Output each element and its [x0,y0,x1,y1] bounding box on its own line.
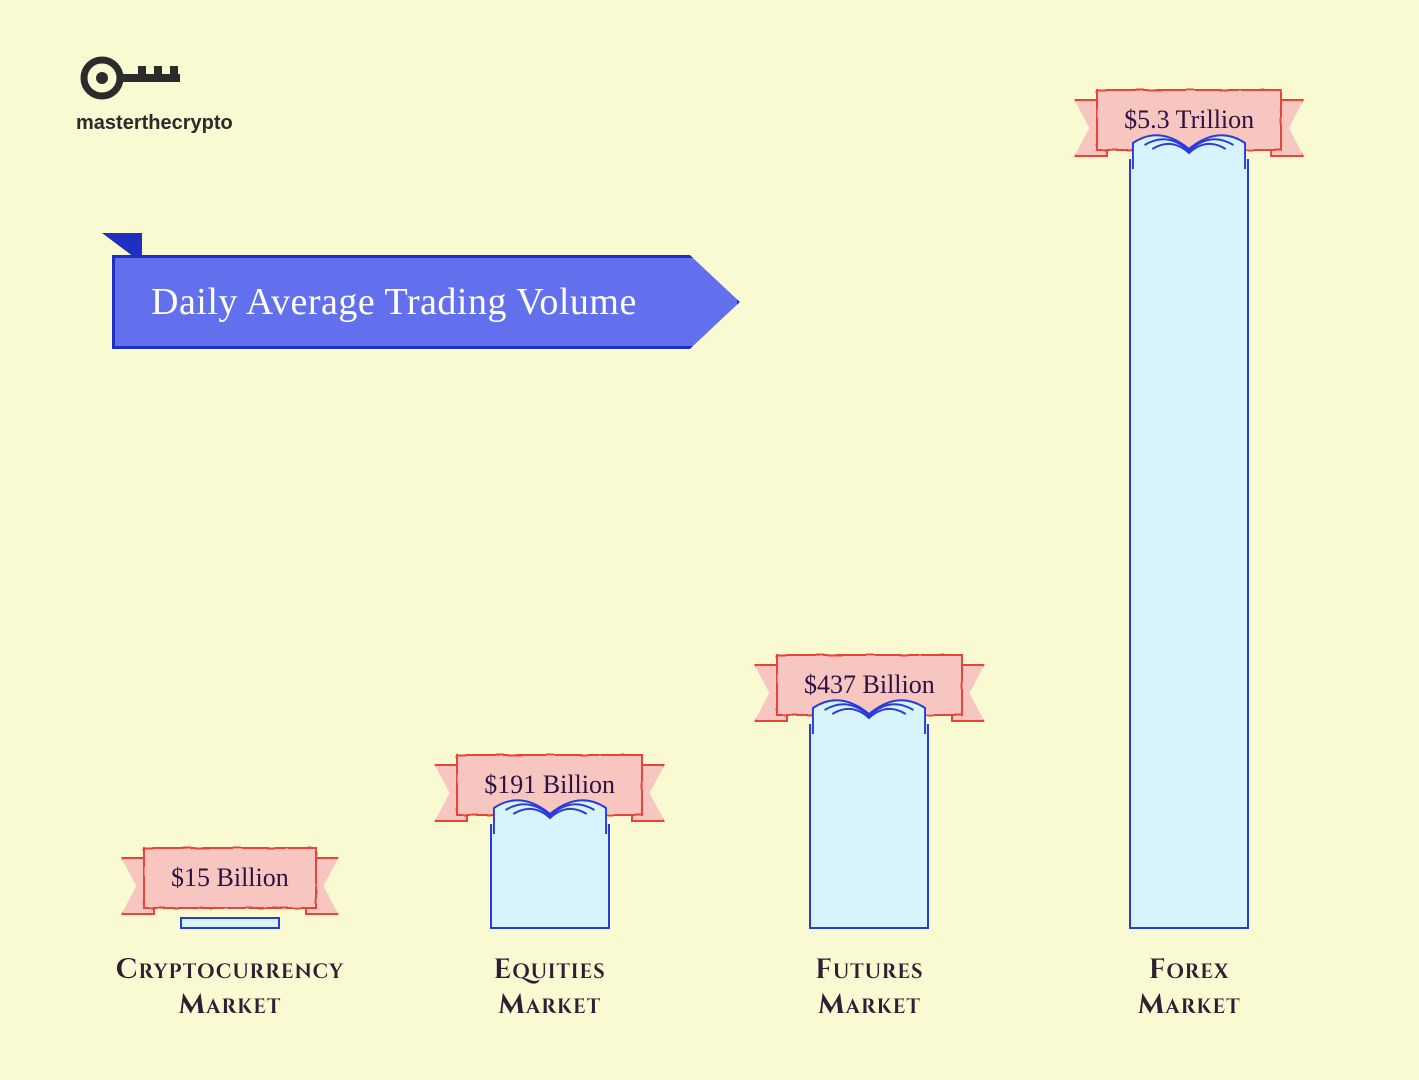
book-icon [492,796,608,836]
book-icon [811,696,927,736]
book-icon [1131,131,1247,171]
x-axis-label: Futures Market [815,951,924,1025]
x-axis-label: Forex Market [1138,951,1241,1025]
brand-name: masterthecrypto [76,112,233,135]
chart-column: $15 Billion Cryptocurrency Market [70,849,390,1025]
x-axis-label: Cryptocurrency Market [116,951,344,1025]
value-label: $15 Billion [145,849,315,907]
brand-logo: masterthecrypto [76,48,233,135]
bar [809,724,929,929]
bar [1129,159,1249,929]
chart-column: $437 Billion Futures Market [710,656,1030,1025]
chart-column: $5.3 Trillion Forex Market [1029,91,1349,1025]
x-axis-label: Equities Market [494,951,606,1025]
value-ribbon: $15 Billion [145,849,315,907]
key-icon [76,48,196,108]
bar-chart: $15 Billion Cryptocurrency Market $191 Bil… [70,155,1349,1025]
bar [180,917,280,929]
chart-column: $191 Billion Equities Market [390,756,710,1025]
bar [490,824,610,929]
